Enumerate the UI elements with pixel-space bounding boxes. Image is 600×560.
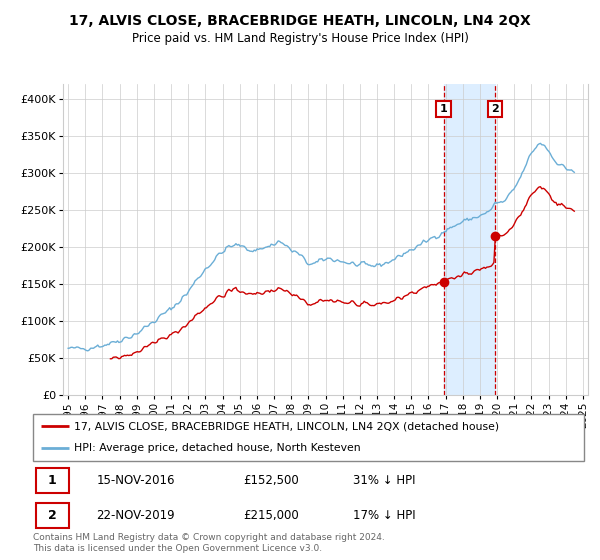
Text: 31% ↓ HPI: 31% ↓ HPI [353, 474, 416, 487]
Text: £215,000: £215,000 [243, 509, 299, 522]
Text: Contains HM Land Registry data © Crown copyright and database right 2024.
This d: Contains HM Land Registry data © Crown c… [33, 533, 385, 553]
Text: 1: 1 [48, 474, 56, 487]
Text: 2: 2 [491, 104, 499, 114]
Text: 1: 1 [440, 104, 448, 114]
Text: HPI: Average price, detached house, North Kesteven: HPI: Average price, detached house, Nort… [74, 443, 361, 453]
Text: 17, ALVIS CLOSE, BRACEBRIDGE HEATH, LINCOLN, LN4 2QX (detached house): 17, ALVIS CLOSE, BRACEBRIDGE HEATH, LINC… [74, 421, 500, 431]
Text: 17, ALVIS CLOSE, BRACEBRIDGE HEATH, LINCOLN, LN4 2QX: 17, ALVIS CLOSE, BRACEBRIDGE HEATH, LINC… [69, 14, 531, 28]
Text: Price paid vs. HM Land Registry's House Price Index (HPI): Price paid vs. HM Land Registry's House … [131, 32, 469, 45]
Text: 2: 2 [48, 509, 56, 522]
FancyBboxPatch shape [36, 468, 69, 493]
Text: 17% ↓ HPI: 17% ↓ HPI [353, 509, 416, 522]
Text: £152,500: £152,500 [243, 474, 299, 487]
FancyBboxPatch shape [36, 503, 69, 528]
Bar [443, 84, 495, 395]
FancyBboxPatch shape [33, 414, 584, 461]
Text: 15-NOV-2016: 15-NOV-2016 [97, 474, 175, 487]
Text: 22-NOV-2019: 22-NOV-2019 [97, 509, 175, 522]
